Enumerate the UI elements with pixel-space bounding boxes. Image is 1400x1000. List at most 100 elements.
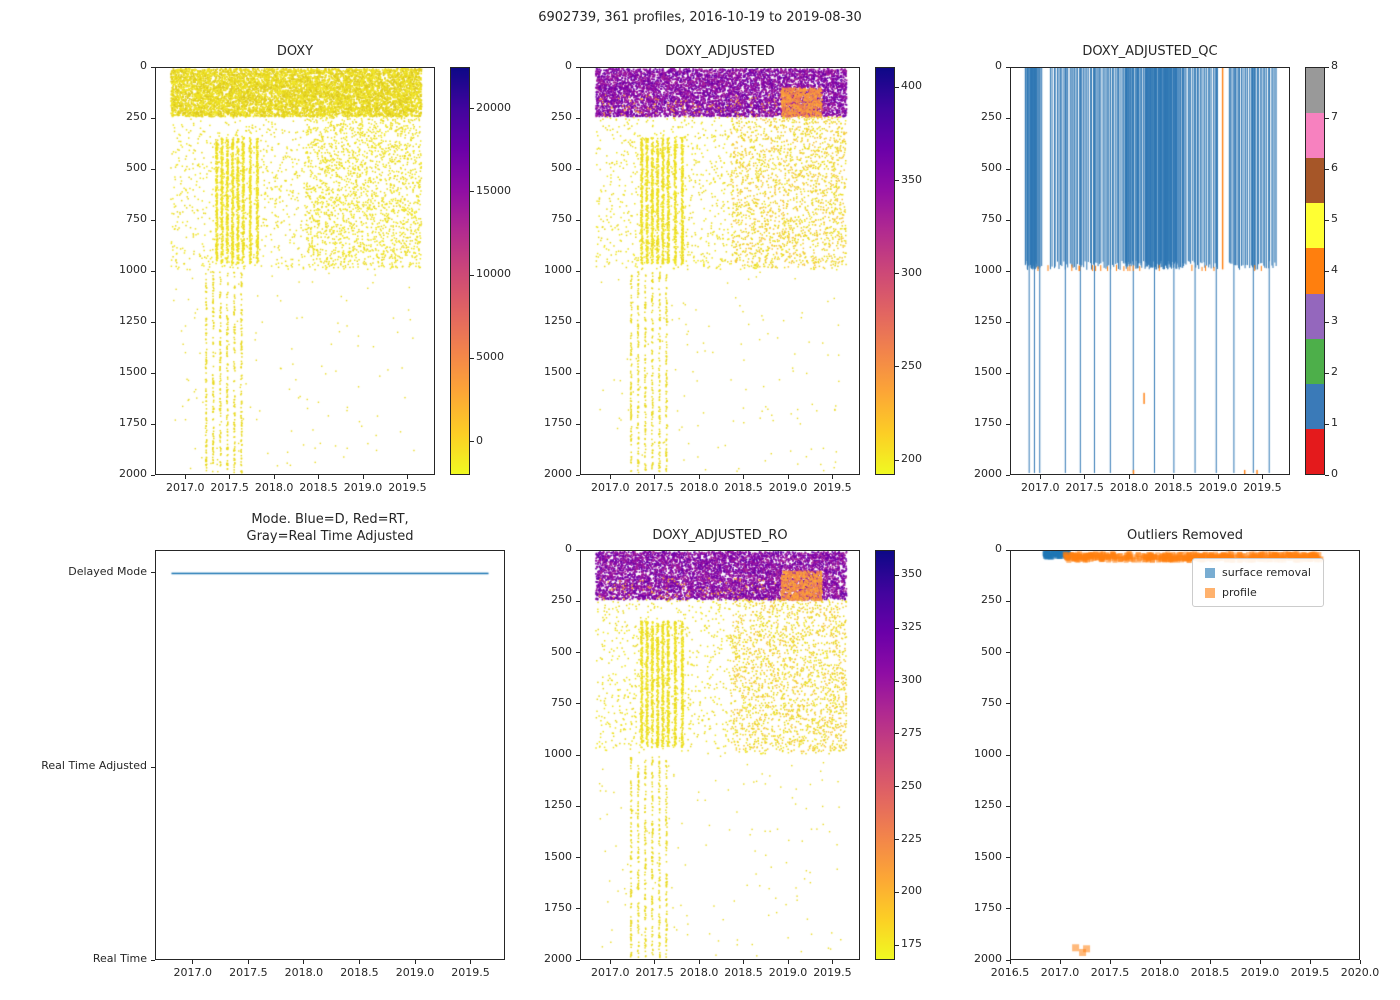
y-tick-label: 250 (126, 110, 147, 123)
y-tick-label: 250 (551, 593, 572, 607)
tick-mark (470, 960, 472, 964)
tick-mark (1006, 321, 1010, 323)
colorbar-tick-label: 175 (901, 937, 922, 951)
y-tick-label: 2000 (119, 467, 147, 480)
colorbar-band (1306, 158, 1324, 204)
tick-mark (831, 960, 833, 964)
x-tick-label: 2018.5 (299, 481, 338, 494)
outliers-plot-area (1010, 550, 1360, 960)
x-tick-label: 2018.0 (1140, 966, 1180, 979)
y-tick-label: 1500 (974, 849, 1002, 863)
x-tick-label: 2019.0 (1240, 966, 1280, 979)
mode-line-canvas (156, 551, 504, 959)
tick-mark (895, 180, 899, 182)
colorbar-band (1306, 293, 1324, 339)
y-tick-label: 0 (995, 542, 1002, 555)
tick-mark (698, 960, 700, 964)
colorbar-tick-label: 3 (1331, 314, 1338, 327)
x-tick-label: 2019.0 (395, 966, 435, 979)
doxy-adjusted-qc-plot-area (1010, 67, 1290, 475)
x-tick-label: 2018.5 (724, 966, 763, 979)
x-tick-label: 2016.5 (990, 966, 1030, 979)
tick-mark (151, 168, 155, 170)
doxy-colorbar (450, 67, 470, 475)
tick-mark (470, 357, 474, 359)
y-tick-label: 1250 (544, 798, 572, 812)
tick-mark (151, 66, 155, 68)
colorbar-band (1306, 248, 1324, 294)
tick-mark (470, 441, 474, 443)
x-tick-label: 2019.0 (1198, 481, 1238, 494)
tick-mark (303, 960, 305, 964)
tick-mark (151, 423, 155, 425)
x-tick-label: 2019.5 (813, 966, 852, 979)
tick-mark (831, 475, 833, 479)
tick-mark (414, 960, 416, 964)
x-tick-label: 2017.0 (1020, 481, 1060, 494)
x-tick-label: 2019.5 (1290, 966, 1330, 979)
tick-mark (273, 475, 275, 479)
x-tick-label: 2018.0 (679, 481, 719, 494)
x-tick-label: 2019.5 (813, 481, 852, 494)
tick-mark (1359, 960, 1361, 964)
colorbar-tick-label: 300 (901, 673, 922, 687)
x-tick-label: 2017.0 (590, 966, 630, 979)
colorbar-tick-label: 6 (1331, 161, 1338, 174)
y-tick-label: 1750 (119, 416, 147, 429)
tick-mark (151, 959, 155, 961)
colorbar-tick-label: 10000 (476, 267, 511, 281)
y-tick-label: 2000 (544, 467, 572, 480)
tick-mark (1006, 372, 1010, 374)
tick-mark (1325, 168, 1329, 170)
tick-mark (1309, 960, 1311, 964)
subplot-title-doxy: DOXY (276, 44, 314, 59)
tick-mark (576, 66, 580, 68)
y-tick-label: 2000 (544, 952, 572, 965)
tick-mark (1006, 805, 1010, 807)
tick-mark (895, 891, 899, 893)
x-tick-label: 2018.0 (254, 481, 294, 494)
tick-mark (576, 908, 580, 910)
tick-mark (151, 766, 155, 768)
doxy-adjusted-ro-colorbar (875, 550, 895, 960)
tick-mark (1325, 270, 1329, 272)
tick-mark (895, 86, 899, 88)
tick-mark (1006, 959, 1010, 961)
subplot-title-mode-line1: Mode. Blue=D, Red=RT, (251, 512, 409, 527)
tick-mark (151, 474, 155, 476)
colorbar-tick-label: 2 (1331, 365, 1338, 378)
tick-mark (1261, 475, 1263, 479)
tick-mark (470, 274, 474, 276)
x-tick-label: 2019.5 (1243, 481, 1282, 494)
colorbar-band (1306, 428, 1324, 474)
x-tick-label: 2017.0 (173, 966, 213, 979)
colorbar-tick-label: 1 (1331, 416, 1338, 429)
x-tick-label: 2019.0 (768, 966, 808, 979)
tick-mark (1325, 474, 1329, 476)
tick-mark (1006, 652, 1010, 653)
tick-mark (362, 475, 364, 479)
y-tick-label: Real Time Adjusted (41, 759, 147, 773)
y-tick-label: 1500 (544, 365, 572, 378)
tick-mark (1059, 960, 1061, 964)
surface-removal-swatch (1205, 567, 1215, 578)
tick-mark (1006, 908, 1010, 910)
tick-mark (1006, 66, 1010, 68)
y-tick-label: 500 (981, 644, 1002, 658)
tick-mark (895, 839, 899, 841)
legend-label-profile: profile (1222, 586, 1257, 599)
y-tick-label: 1750 (974, 900, 1002, 914)
colorbar-tick-label: 5 (1331, 212, 1338, 225)
tick-mark (1006, 117, 1010, 119)
y-tick-label: 750 (551, 212, 572, 225)
tick-mark (609, 475, 611, 479)
tick-mark (470, 191, 474, 193)
y-tick-label: 1500 (544, 849, 572, 863)
tick-mark (1128, 475, 1130, 479)
colorbar-tick-label: 7 (1331, 110, 1338, 123)
tick-mark (895, 944, 899, 946)
colorbar-tick-label: 200 (901, 452, 922, 466)
tick-mark (1325, 372, 1329, 374)
y-tick-label: 1000 (544, 263, 572, 276)
colorbar-tick-label: 300 (901, 265, 922, 279)
